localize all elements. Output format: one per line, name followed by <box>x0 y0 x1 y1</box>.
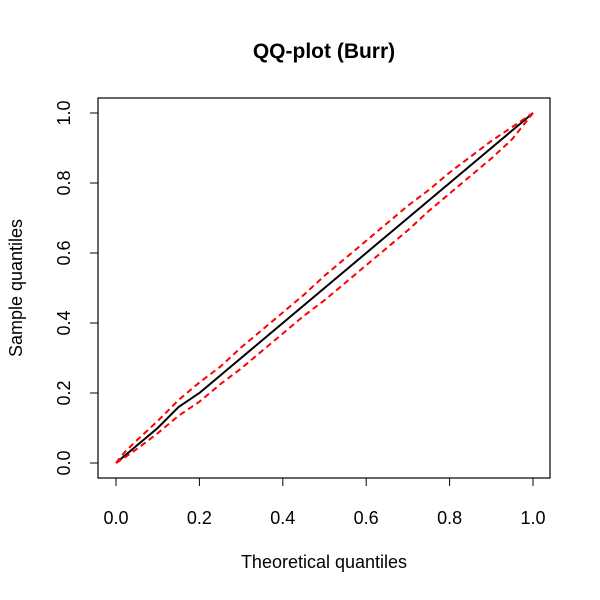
y-tick-label: 0.6 <box>54 240 74 265</box>
x-axis: 0.0 0.2 0.4 0.6 0.8 1.0 <box>103 478 546 528</box>
y-axis-label: Sample quantiles <box>6 219 26 357</box>
series-layer <box>115 112 534 464</box>
qq-line <box>115 112 534 464</box>
y-tick-label: 0.2 <box>54 380 74 405</box>
x-tick-label: 1.0 <box>520 508 545 528</box>
x-tick-label: 0.6 <box>354 508 379 528</box>
x-axis-label: Theoretical quantiles <box>241 552 407 572</box>
x-tick-label: 0.0 <box>103 508 128 528</box>
x-tick-label: 0.4 <box>270 508 295 528</box>
y-axis: 0.0 0.2 0.4 0.6 0.8 1.0 <box>54 100 98 476</box>
y-tick-label: 0.4 <box>54 310 74 335</box>
y-tick-label: 1.0 <box>54 100 74 125</box>
x-tick-label: 0.8 <box>437 508 462 528</box>
confidence-band-line-2 <box>115 112 534 464</box>
confidence-band-line-1 <box>115 112 534 464</box>
chart-title: QQ-plot (Burr) <box>253 40 395 63</box>
y-tick-label: 0.8 <box>54 170 74 195</box>
plot-frame <box>97 97 551 479</box>
x-tick-label: 0.2 <box>187 508 212 528</box>
y-tick-label: 0.0 <box>54 450 74 475</box>
